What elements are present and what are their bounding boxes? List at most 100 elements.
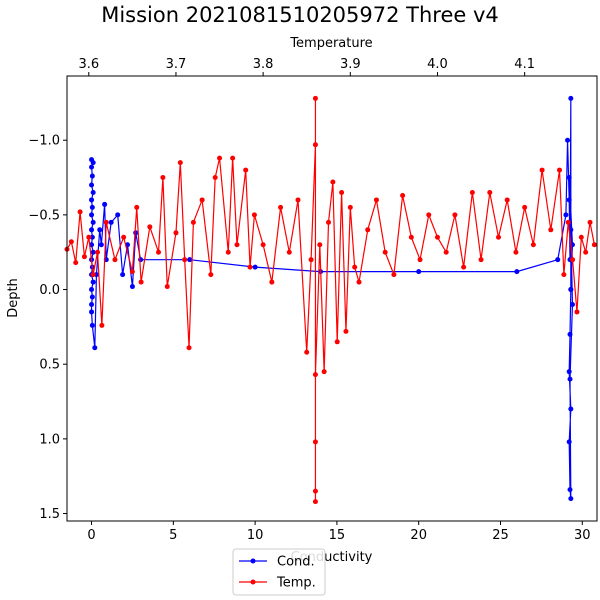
data-point-temp bbox=[243, 167, 249, 173]
top-x-tick-label: 4.1 bbox=[514, 57, 535, 72]
data-point-temp bbox=[68, 239, 74, 245]
data-point-temp bbox=[99, 322, 105, 328]
top-x-tick-label: 3.6 bbox=[78, 57, 99, 72]
data-point-temp bbox=[112, 257, 118, 263]
data-point-temp bbox=[160, 175, 166, 181]
data-point-temp bbox=[173, 230, 179, 236]
data-point-temp bbox=[561, 272, 567, 278]
ticks-layer: 0 5 10 15 20 25 30 3.6 3.7 3.8 3.9 4.0 4.1 −1.0 −0.5 0.… bbox=[28, 57, 590, 543]
legend-label-cond: Cond. bbox=[277, 555, 315, 570]
data-point-temp bbox=[260, 242, 266, 248]
x-tick-label: 5 bbox=[169, 528, 177, 543]
data-point-temp bbox=[504, 197, 510, 203]
y-tick-label: 1.0 bbox=[39, 432, 60, 447]
data-point-cond bbox=[89, 173, 95, 179]
data-point-temp bbox=[469, 189, 475, 195]
data-point-cond bbox=[92, 345, 98, 351]
data-point-temp bbox=[278, 204, 284, 210]
data-point-temp bbox=[234, 242, 240, 248]
y-tick-label: −0.5 bbox=[28, 208, 60, 223]
data-point-temp bbox=[269, 279, 275, 285]
x-tick-label: 20 bbox=[410, 528, 427, 543]
data-point-temp bbox=[578, 234, 584, 240]
data-point-cond bbox=[566, 197, 572, 203]
data-point-temp bbox=[121, 234, 127, 240]
data-point-temp bbox=[73, 260, 79, 266]
data-point-temp bbox=[522, 204, 528, 210]
data-point-temp bbox=[548, 227, 554, 233]
data-point-temp bbox=[312, 95, 318, 101]
data-point-temp bbox=[452, 212, 458, 218]
series-line-temp bbox=[66, 97, 595, 503]
top-x-tick-label: 4.0 bbox=[427, 57, 448, 72]
y-axis-label: Depth bbox=[6, 278, 21, 318]
data-point-cond bbox=[555, 257, 561, 263]
data-point-cond bbox=[89, 204, 95, 210]
data-point-temp bbox=[295, 197, 301, 203]
y-tick-label: 1.5 bbox=[39, 507, 60, 522]
data-point-cond bbox=[115, 212, 121, 218]
data-point-temp bbox=[138, 279, 144, 285]
data-point-cond bbox=[89, 294, 95, 300]
data-point-temp bbox=[530, 242, 536, 248]
data-point-cond bbox=[138, 257, 144, 263]
data-point-temp bbox=[317, 242, 323, 248]
data-point-temp bbox=[129, 269, 135, 275]
data-point-temp bbox=[347, 204, 353, 210]
series-line-cond bbox=[90, 97, 574, 500]
legend-marker-temp bbox=[250, 579, 256, 585]
data-point-cond bbox=[89, 212, 95, 218]
data-point-temp bbox=[570, 257, 576, 263]
top-axis-label: Temperature bbox=[289, 36, 372, 51]
data-point-temp bbox=[321, 369, 327, 375]
plot-frame bbox=[66, 75, 598, 522]
data-point-temp bbox=[513, 249, 519, 255]
data-point-temp bbox=[312, 372, 318, 378]
data-point-cond bbox=[102, 201, 108, 207]
data-point-cond bbox=[89, 164, 95, 170]
data-point-temp bbox=[557, 167, 563, 173]
data-point-temp bbox=[86, 234, 92, 240]
data-point-cond bbox=[566, 439, 572, 445]
data-point-cond bbox=[97, 227, 103, 233]
data-point-cond bbox=[416, 269, 422, 275]
data-point-temp bbox=[251, 212, 257, 218]
data-point-temp bbox=[461, 264, 467, 270]
data-point-cond bbox=[89, 197, 95, 203]
data-point-temp bbox=[408, 234, 414, 240]
data-point-cond bbox=[563, 212, 569, 218]
y-tick-label: 0.0 bbox=[39, 283, 60, 298]
data-point-temp bbox=[190, 219, 196, 225]
y-tick-label: −1.0 bbox=[28, 134, 60, 149]
data-point-temp bbox=[339, 189, 345, 195]
data-point-temp bbox=[212, 175, 218, 181]
top-x-tick-label: 3.9 bbox=[340, 57, 361, 72]
data-point-cond bbox=[108, 219, 114, 225]
data-point-temp bbox=[443, 249, 449, 255]
data-point-temp bbox=[391, 272, 397, 278]
data-point-cond bbox=[89, 322, 95, 328]
data-point-temp bbox=[343, 328, 349, 334]
data-point-temp bbox=[208, 272, 214, 278]
data-point-cond bbox=[567, 331, 573, 337]
data-point-cond bbox=[129, 284, 135, 290]
data-point-temp bbox=[583, 249, 589, 255]
data-point-temp bbox=[81, 254, 87, 260]
data-point-temp bbox=[312, 499, 318, 505]
legend-marker-cond bbox=[250, 558, 256, 564]
data-point-temp bbox=[217, 155, 223, 161]
data-point-temp bbox=[574, 309, 580, 315]
data-point-temp bbox=[182, 257, 188, 263]
data-point-temp bbox=[199, 197, 205, 203]
x-tick-label: 30 bbox=[574, 528, 591, 543]
data-point-cond bbox=[120, 272, 126, 278]
data-point-cond bbox=[89, 234, 95, 240]
data-point-cond bbox=[566, 369, 572, 375]
data-point-temp bbox=[478, 257, 484, 263]
data-point-temp bbox=[591, 242, 597, 248]
data-point-temp bbox=[426, 212, 432, 218]
data-point-cond bbox=[568, 95, 574, 101]
data-point-cond bbox=[89, 227, 95, 233]
series-temp bbox=[64, 95, 597, 505]
data-point-cond bbox=[568, 496, 574, 502]
